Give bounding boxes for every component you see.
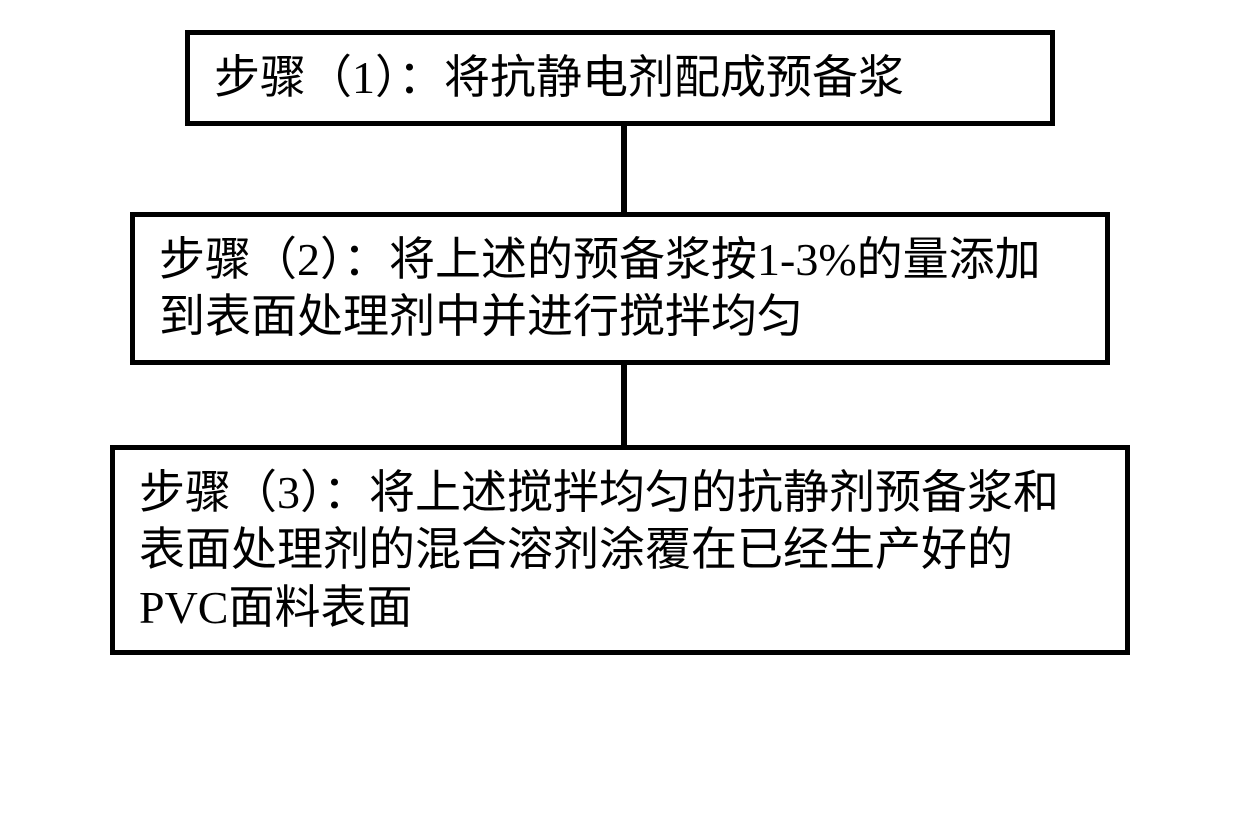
flow-step-2: 步骤（2）：将上述的预备浆按1-3%的量添加到表面处理剂中并进行搅拌均匀 [130,212,1110,365]
flow-step-3: 步骤（3）：将上述搅拌均匀的抗静剂预备浆和表面处理剂的混合溶剂涂覆在已经生产好的… [110,445,1130,656]
connector-1 [621,126,627,212]
connector-2 [621,365,627,445]
flow-step-1: 步骤（1）：将抗静电剂配成预备浆 [185,30,1055,126]
